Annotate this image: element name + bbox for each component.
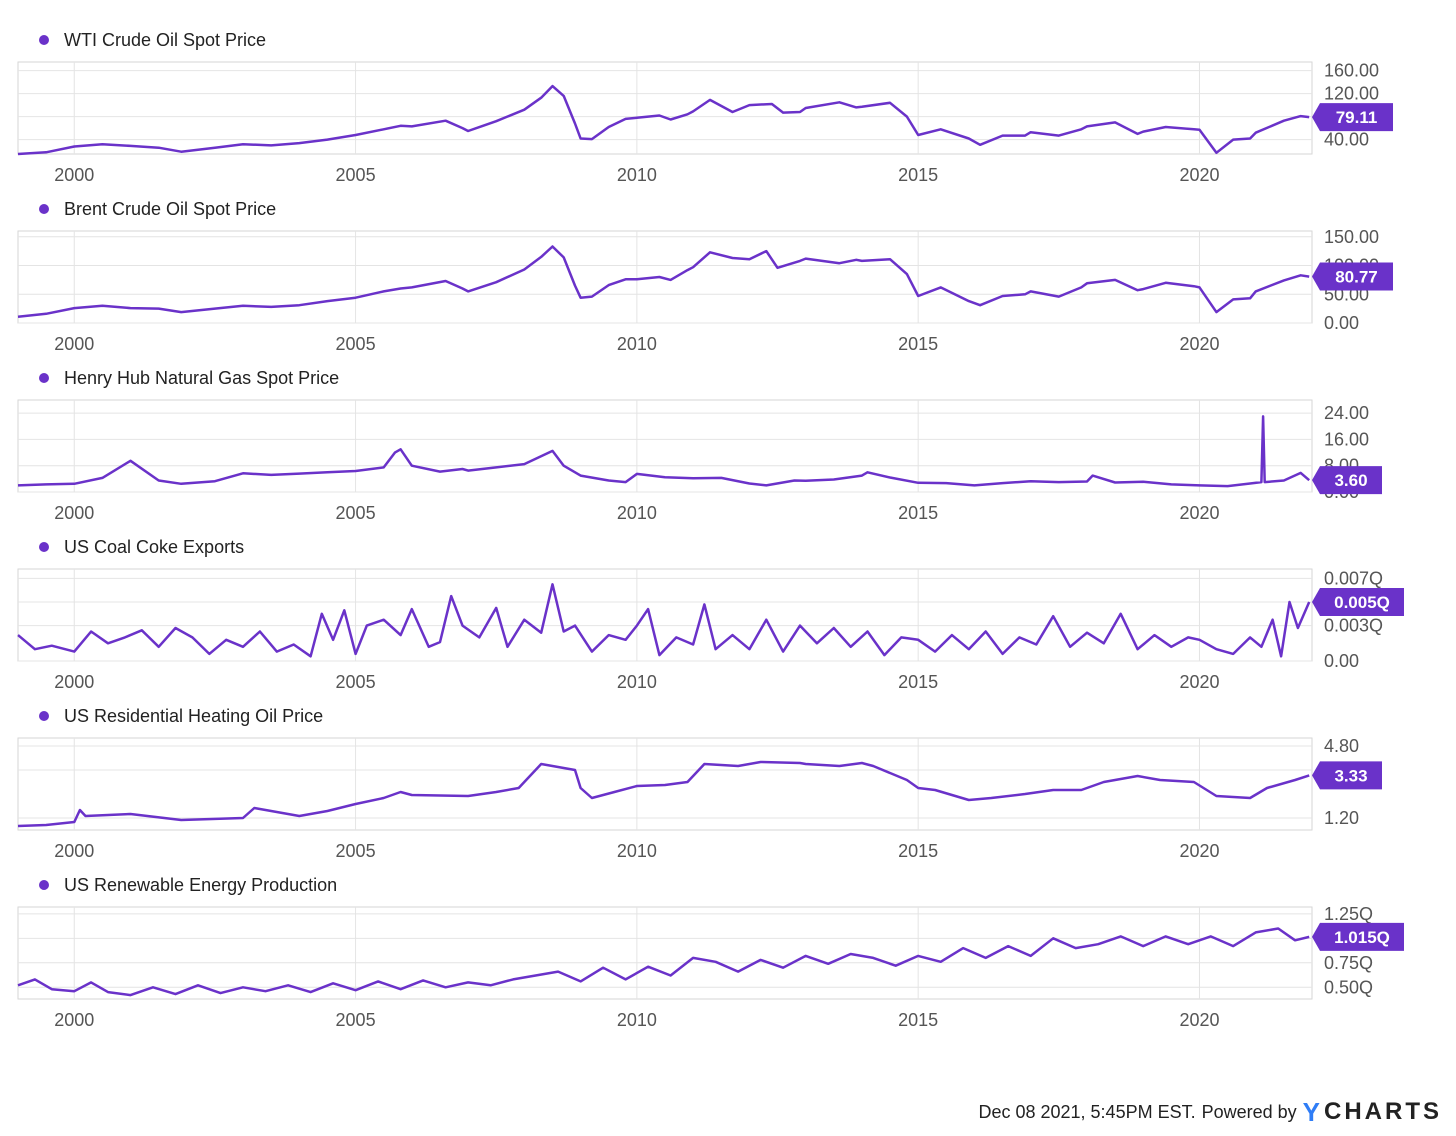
legend-label: Henry Hub Natural Gas Spot Price bbox=[64, 368, 339, 388]
series-line bbox=[17, 583, 1311, 658]
legend-marker bbox=[39, 373, 49, 383]
x-tick-label: 2015 bbox=[898, 672, 938, 692]
x-tick-label: 2000 bbox=[54, 334, 94, 354]
series-line bbox=[17, 245, 1310, 318]
x-tick-label: 2000 bbox=[54, 1010, 94, 1030]
legend-marker bbox=[39, 204, 49, 214]
chart-panel-4: US Coal Coke Exports 2000 2005 2010 2015 2020… bbox=[17, 537, 1404, 692]
x-tick-label: 2005 bbox=[336, 334, 376, 354]
ycharts-logo-mark: Y bbox=[1302, 1096, 1323, 1127]
footer-powered-by: Powered by bbox=[1201, 1101, 1297, 1122]
last-value-badge bbox=[1312, 922, 1404, 951]
y-tick-label: 16.00 bbox=[1324, 429, 1369, 449]
series-line bbox=[17, 760, 1310, 828]
chart-panel-2: Brent Crude Oil Spot Price 2000 2005 2010 20… bbox=[17, 199, 1393, 354]
x-tick-label: 2005 bbox=[336, 165, 376, 185]
y-tick-label: 0.00 bbox=[1324, 651, 1359, 671]
plot-frame bbox=[17, 737, 1313, 831]
legend-label: US Renewable Energy Production bbox=[64, 875, 337, 895]
last-value-label: 3.33 bbox=[1334, 766, 1367, 785]
last-value-label: 80.77 bbox=[1335, 268, 1378, 287]
x-tick-label: 2020 bbox=[1179, 334, 1219, 354]
series-line bbox=[17, 415, 1311, 488]
y-tick-label: 0.50Q bbox=[1324, 977, 1373, 997]
last-value-label: 0.005Q bbox=[1334, 593, 1390, 612]
legend-marker bbox=[39, 542, 49, 552]
x-tick-label: 2010 bbox=[617, 165, 657, 185]
legend-label: Brent Crude Oil Spot Price bbox=[64, 199, 276, 219]
series-line bbox=[17, 927, 1310, 997]
x-tick-label: 2010 bbox=[617, 841, 657, 861]
plot-frame bbox=[17, 61, 1313, 155]
x-tick-label: 2000 bbox=[54, 165, 94, 185]
last-value-badge bbox=[1312, 103, 1393, 132]
last-value-badge bbox=[1312, 466, 1382, 495]
chart-panel-1: WTI Crude Oil Spot Price 2000 2005 2010 2015… bbox=[17, 30, 1393, 185]
x-tick-label: 2000 bbox=[54, 672, 94, 692]
legend-marker bbox=[39, 35, 49, 45]
footer-timestamp: Dec 08 2021, 5:45PM EST. bbox=[978, 1101, 1196, 1122]
x-tick-label: 2015 bbox=[898, 841, 938, 861]
y-tick-label: 1.25Q bbox=[1324, 904, 1373, 924]
x-tick-label: 2010 bbox=[617, 672, 657, 692]
y-tick-label: 24.00 bbox=[1324, 403, 1369, 423]
x-tick-label: 2020 bbox=[1179, 165, 1219, 185]
y-tick-label: 1.20 bbox=[1324, 808, 1359, 828]
plot-frame bbox=[17, 568, 1313, 662]
x-tick-label: 2010 bbox=[617, 503, 657, 523]
x-tick-label: 2020 bbox=[1179, 672, 1219, 692]
chart-panel-6: US Renewable Energy Production 2000 2005 20… bbox=[17, 875, 1404, 1030]
y-tick-label: 160.00 bbox=[1324, 61, 1379, 81]
x-tick-label: 2020 bbox=[1179, 1010, 1219, 1030]
ycharts-logo-text: CHARTS bbox=[1324, 1098, 1442, 1125]
x-tick-label: 2005 bbox=[336, 503, 376, 523]
x-tick-label: 2015 bbox=[898, 165, 938, 185]
x-tick-label: 2000 bbox=[54, 503, 94, 523]
chart-panel-5: US Residential Heating Oil Price 2000 2005… bbox=[17, 706, 1382, 861]
y-tick-label: 150.00 bbox=[1324, 227, 1379, 247]
footer: Dec 08 2021, 5:45PM EST. Powered by Y CH… bbox=[978, 1097, 1442, 1128]
ycharts-logo[interactable]: Y CHARTS bbox=[1303, 1097, 1442, 1128]
x-tick-label: 2015 bbox=[898, 1010, 938, 1030]
legend-marker bbox=[39, 880, 49, 890]
last-value-label: 1.015Q bbox=[1334, 928, 1390, 947]
last-value-badge bbox=[1312, 262, 1393, 291]
x-tick-label: 2020 bbox=[1179, 841, 1219, 861]
y-tick-label: 0.003Q bbox=[1324, 616, 1383, 636]
x-tick-label: 2010 bbox=[617, 1010, 657, 1030]
x-tick-label: 2020 bbox=[1179, 503, 1219, 523]
x-tick-label: 2010 bbox=[617, 334, 657, 354]
last-value-label: 3.60 bbox=[1334, 471, 1367, 490]
x-tick-label: 2005 bbox=[336, 841, 376, 861]
x-tick-label: 2005 bbox=[336, 1010, 376, 1030]
last-value-label: 79.11 bbox=[1336, 108, 1378, 127]
last-value-badge bbox=[1312, 588, 1404, 617]
y-tick-label: 0.007Q bbox=[1324, 568, 1383, 588]
y-tick-label: 0.75Q bbox=[1324, 953, 1373, 973]
y-tick-label: 0.00 bbox=[1324, 313, 1359, 333]
series-line bbox=[17, 84, 1310, 156]
legend-marker bbox=[39, 711, 49, 721]
x-tick-label: 2015 bbox=[898, 503, 938, 523]
x-tick-label: 2015 bbox=[898, 334, 938, 354]
y-tick-label: 120.00 bbox=[1324, 84, 1379, 104]
y-tick-label: 4.80 bbox=[1324, 736, 1359, 756]
legend-label: US Residential Heating Oil Price bbox=[64, 706, 323, 726]
legend-label: US Coal Coke Exports bbox=[64, 537, 244, 557]
plot-frame bbox=[17, 906, 1313, 1000]
x-tick-label: 2005 bbox=[336, 672, 376, 692]
chart-panel-3: Henry Hub Natural Gas Spot Price 2000 2005… bbox=[17, 368, 1382, 523]
legend-label: WTI Crude Oil Spot Price bbox=[64, 30, 266, 50]
x-tick-label: 2000 bbox=[54, 841, 94, 861]
y-tick-label: 40.00 bbox=[1324, 130, 1369, 150]
last-value-badge bbox=[1312, 761, 1382, 790]
